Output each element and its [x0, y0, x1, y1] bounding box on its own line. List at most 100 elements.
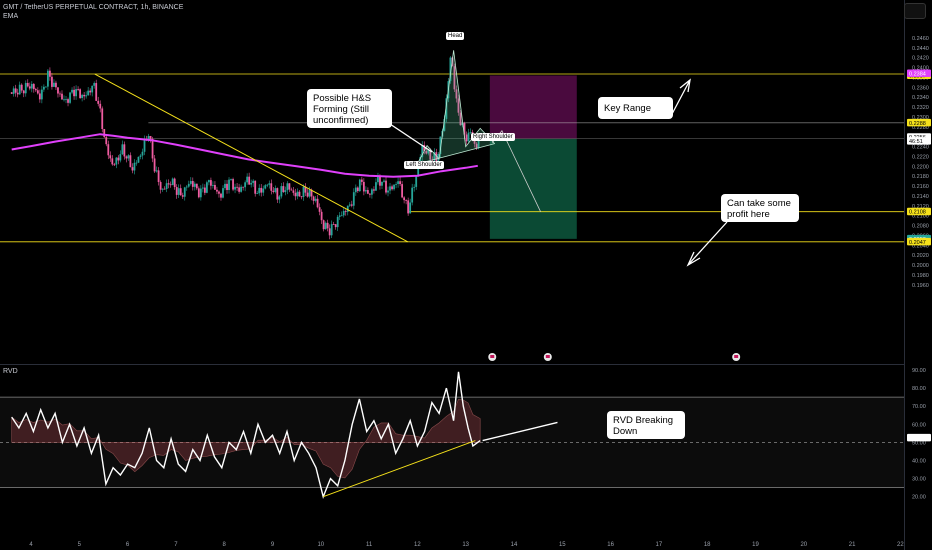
candle-body: [220, 193, 222, 198]
candle-body: [131, 167, 134, 171]
candle-body: [53, 82, 55, 87]
candle-body: [159, 181, 162, 190]
candle-body: [330, 224, 333, 236]
candle-body: [232, 179, 234, 190]
time-tick-label: 19: [752, 542, 759, 548]
candle-body: [123, 144, 126, 157]
candle-body: [475, 143, 478, 149]
position-zones: [489, 75, 577, 239]
rvd-tick-label: 50.00: [912, 440, 926, 446]
candle-body: [81, 94, 84, 99]
candle-body: [59, 93, 61, 95]
candle-body: [403, 197, 406, 201]
candle-body: [463, 123, 466, 135]
price-tick-label: 0.2180: [912, 174, 929, 180]
candle-body: [185, 186, 188, 188]
candle-body: [308, 189, 311, 197]
candle-body: [371, 189, 373, 195]
candle-body: [354, 187, 357, 193]
candle-body: [282, 186, 285, 193]
candle-body: [179, 188, 182, 196]
candle-body: [429, 149, 432, 160]
hs-arrow: [389, 123, 433, 153]
candle-body: [435, 152, 438, 161]
time-tick-label: 21: [849, 542, 856, 548]
price-tag-label: 0.2288: [909, 121, 926, 127]
key-range-callout: Key Range: [598, 97, 673, 119]
candle-body: [121, 144, 124, 155]
candle-body: [298, 191, 301, 197]
time-tick-label: 17: [656, 542, 663, 548]
rvd-tick-label: 70.00: [912, 404, 926, 410]
candle-body: [405, 200, 408, 201]
candle-body: [187, 183, 190, 187]
candle-body: [191, 181, 194, 187]
candle-body: [147, 135, 150, 141]
candle-body: [252, 180, 255, 183]
candle-body: [71, 89, 73, 93]
rvd-panel: [0, 371, 904, 499]
candle-body: [181, 195, 184, 197]
price-tag: [907, 137, 931, 145]
candle-body: [465, 134, 468, 142]
price-tick-label: 0.2140: [912, 194, 929, 200]
ema-legend[interactable]: EMA: [3, 13, 19, 20]
candle-body: [409, 202, 412, 214]
candle-body: [278, 196, 281, 200]
price-tag: [907, 207, 931, 216]
take-profit-zone: [489, 138, 577, 239]
candle-body: [107, 144, 110, 156]
candle-body: [316, 198, 319, 208]
time-axis: 4 5 6 7 8 9 10 11 12 13 14 15 16 17 18 19 20 21 22: [29, 542, 904, 548]
candle-body: [358, 179, 361, 192]
candle-body: [340, 215, 343, 217]
hs-callout: Possible H&S Forming (Still unconfirmed): [307, 89, 392, 128]
settings-button[interactable]: [904, 3, 926, 19]
candle-body: [467, 132, 470, 142]
candle-body: [393, 184, 395, 190]
candle-body: [208, 180, 210, 183]
candle-body: [272, 190, 275, 192]
candle-body: [214, 184, 216, 190]
price-tag: [907, 69, 931, 78]
candle-body: [79, 89, 82, 99]
event-marker-inner: [490, 355, 495, 358]
rvd-trendline: [323, 440, 476, 498]
candle-body: [89, 90, 92, 93]
rvd-tick-label: 90.00: [912, 368, 926, 374]
price-tick-label: 0.2220: [912, 154, 929, 160]
candle-body: [222, 188, 224, 198]
price-tick-label: 0.1960: [912, 283, 929, 289]
price-tag: [907, 118, 931, 127]
price-tick-label: 0.2460: [912, 36, 929, 42]
price-tag-label: 46:51: [909, 139, 923, 145]
candle-body: [248, 176, 251, 185]
candle-body: [101, 108, 104, 130]
candle-body: [155, 170, 158, 172]
candle-body: [83, 94, 86, 97]
candle-body: [69, 92, 71, 103]
candle-body: [314, 198, 317, 201]
candle-body: [24, 82, 27, 94]
candle-body: [419, 157, 422, 164]
candle-body: [61, 93, 63, 100]
candle-body: [348, 204, 351, 206]
time-tick-label: 6: [126, 542, 130, 548]
candle-body: [250, 182, 253, 185]
candle-body: [415, 176, 418, 187]
candle-body: [193, 183, 196, 187]
candle-body: [149, 135, 152, 139]
candle-body: [457, 98, 460, 113]
candle-body: [433, 152, 436, 161]
rvd-legend[interactable]: RVD: [3, 368, 18, 375]
time-tick-label: 20: [800, 542, 807, 548]
take-profit-callout: Can take some profit here: [721, 194, 799, 222]
candle-body: [236, 186, 238, 188]
price-tick-label: 0.2160: [912, 184, 929, 190]
rvd-tick-label: 80.00: [912, 386, 926, 392]
candle-body: [171, 178, 174, 186]
candle-body: [407, 200, 410, 214]
candle-body: [175, 187, 178, 195]
candle-body: [49, 70, 51, 77]
